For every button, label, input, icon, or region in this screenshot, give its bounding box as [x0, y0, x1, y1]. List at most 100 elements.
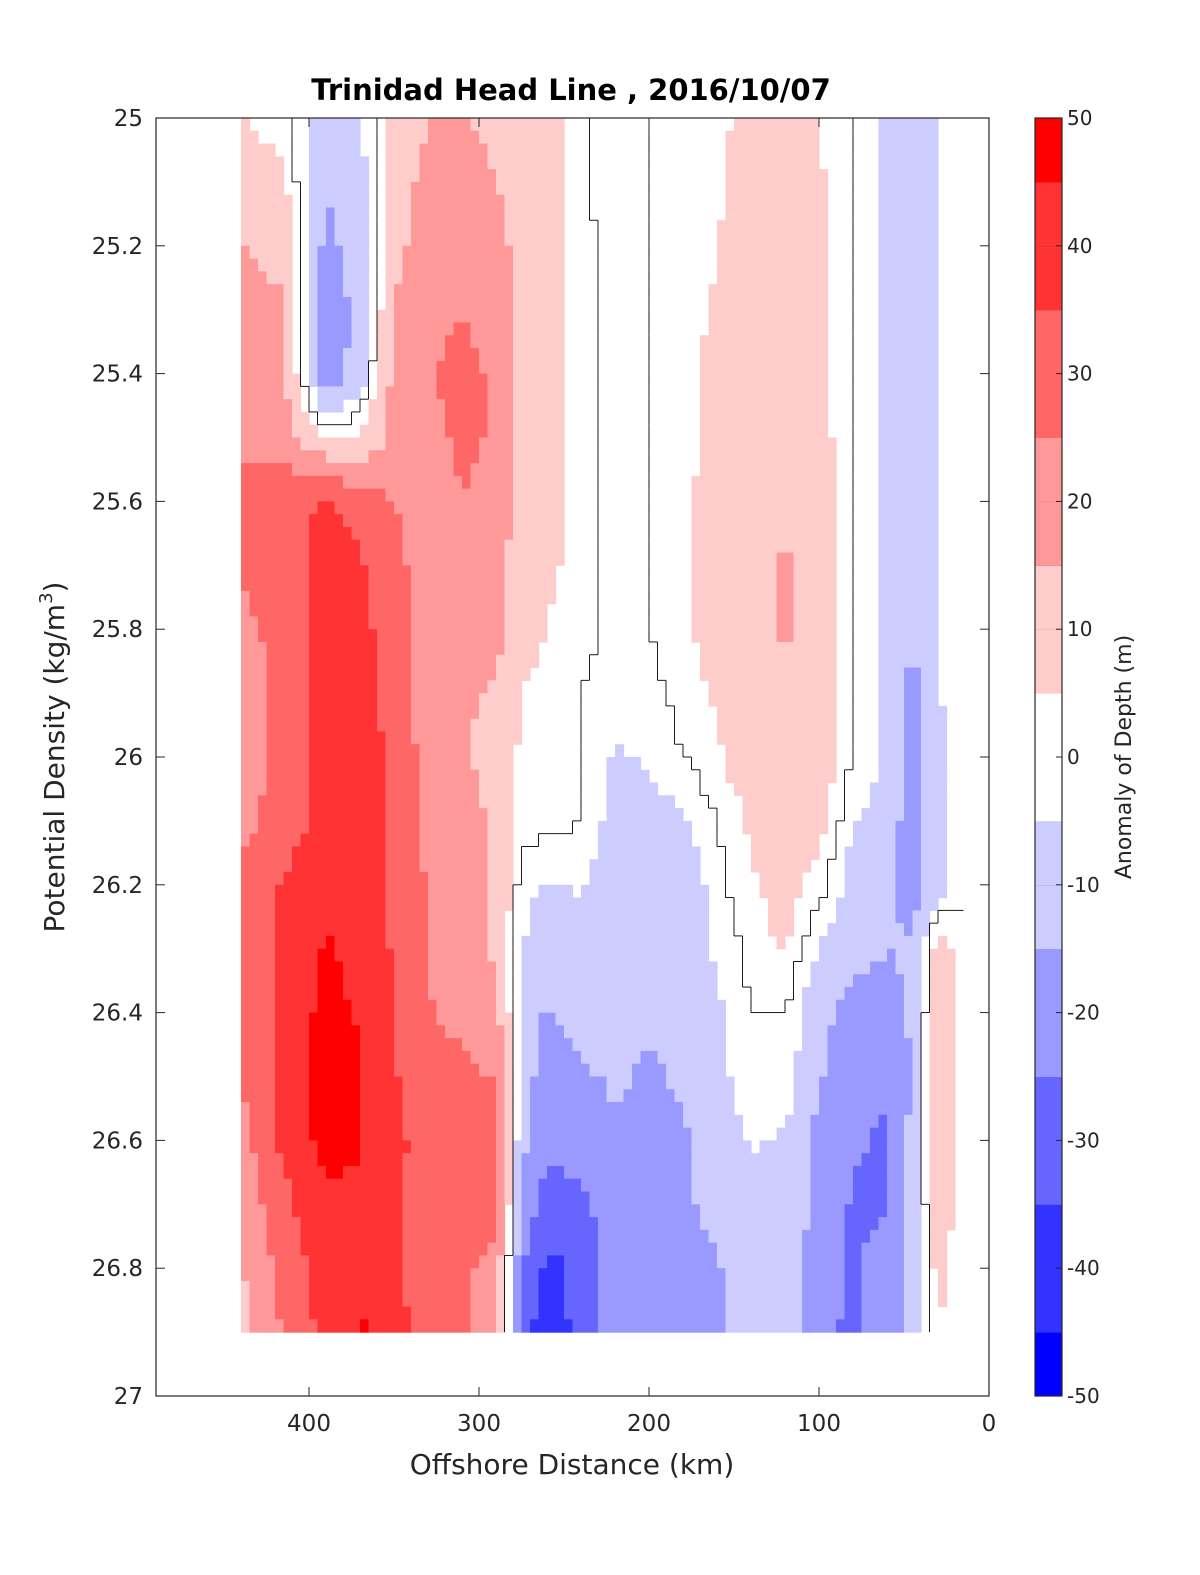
contour-cell [377, 603, 387, 618]
contour-cell [241, 399, 251, 413]
contour-cell [674, 1076, 684, 1090]
contour-cell [904, 641, 914, 656]
contour-cell [360, 705, 370, 720]
contour-cell [283, 322, 293, 336]
contour-cell [411, 1063, 421, 1078]
contour-cell [266, 169, 276, 183]
contour-cell [436, 181, 446, 196]
contour-cell [479, 654, 489, 669]
contour-cell [725, 207, 735, 221]
contour-cell [742, 143, 752, 157]
contour-cell [938, 705, 948, 720]
contour-cell [385, 1012, 395, 1026]
contour-cell [606, 910, 616, 924]
contour-cell [326, 693, 336, 707]
contour-cell [802, 284, 812, 298]
contour-cell [462, 872, 472, 886]
contour-cell [309, 322, 319, 336]
contour-cell [241, 118, 251, 132]
contour-cell [309, 118, 319, 132]
contour-cell [759, 156, 769, 170]
contour-cell [283, 373, 293, 387]
contour-cell [615, 1050, 625, 1065]
contour-cell [402, 169, 412, 183]
contour-cell [496, 514, 506, 528]
contour-cell [419, 437, 429, 451]
contour-cell [317, 961, 327, 975]
contour-cell [266, 757, 276, 771]
contour-cell [470, 1089, 480, 1103]
contour-cell [343, 309, 353, 324]
contour-cell [402, 641, 412, 656]
contour-cell [946, 1025, 956, 1039]
contour-cell [581, 1076, 591, 1090]
contour-cell [360, 884, 370, 899]
contour-cell [887, 935, 897, 950]
contour-cell [258, 948, 268, 963]
contour-cell [428, 501, 438, 515]
contour-cell [827, 974, 837, 988]
contour-cell [904, 1114, 914, 1129]
contour-cell [887, 616, 897, 630]
contour-cell [819, 373, 829, 387]
contour-cell [309, 1038, 319, 1052]
contour-cell [887, 463, 897, 477]
contour-cell [589, 961, 599, 975]
contour-cell [411, 897, 421, 911]
contour-cell [343, 296, 353, 311]
contour-cell [479, 181, 489, 196]
contour-cell [470, 795, 480, 809]
contour-cell [725, 629, 735, 643]
contour-cell [530, 603, 540, 618]
contour-cell [521, 463, 531, 477]
contour-cell [861, 872, 871, 886]
contour-cell [555, 373, 565, 387]
contour-cell [751, 335, 761, 349]
contour-cell [258, 194, 268, 209]
contour-cell [462, 194, 472, 209]
contour-cell [768, 897, 778, 911]
contour-cell [445, 463, 455, 477]
contour-cell [921, 578, 931, 592]
contour-cell [479, 731, 489, 745]
contour-cell [717, 514, 727, 528]
contour-cell [368, 1140, 378, 1154]
contour-cell [623, 1140, 633, 1154]
contour-cell [776, 1127, 786, 1141]
contour-cell [326, 884, 336, 899]
chart-title: Trinidad Head Line , 2016/10/07 [311, 73, 831, 107]
contour-cell [691, 974, 701, 988]
contour-cell [241, 1089, 251, 1103]
contour-cell [589, 974, 599, 988]
contour-cell [538, 488, 548, 502]
contour-cell [470, 335, 480, 349]
contour-cell [878, 1025, 888, 1039]
contour-cell [819, 194, 829, 209]
contour-cell [734, 705, 744, 720]
contour-cell [394, 961, 404, 975]
contour-cell [385, 130, 395, 145]
contour-cell [904, 501, 914, 515]
contour-cell [802, 833, 812, 848]
contour-cell [717, 258, 727, 272]
contour-cell [793, 1050, 803, 1065]
contour-cell [904, 1127, 914, 1141]
contour-cell [768, 923, 778, 937]
contour-cell [428, 526, 438, 541]
contour-cell [309, 450, 319, 464]
contour-cell [921, 782, 931, 796]
contour-cell [249, 1025, 259, 1039]
contour-cell [921, 565, 931, 579]
contour-cell [547, 118, 557, 132]
contour-cell [504, 1050, 514, 1065]
contour-cell [606, 935, 616, 950]
contour-cell [394, 680, 404, 694]
contour-cell [810, 475, 820, 490]
contour-cell [385, 360, 395, 375]
contour-cell [878, 424, 888, 439]
contour-cell [368, 1102, 378, 1116]
contour-cell [411, 335, 421, 349]
contour-cell [275, 552, 285, 566]
contour-cell [377, 833, 387, 848]
contour-cell [844, 897, 854, 911]
